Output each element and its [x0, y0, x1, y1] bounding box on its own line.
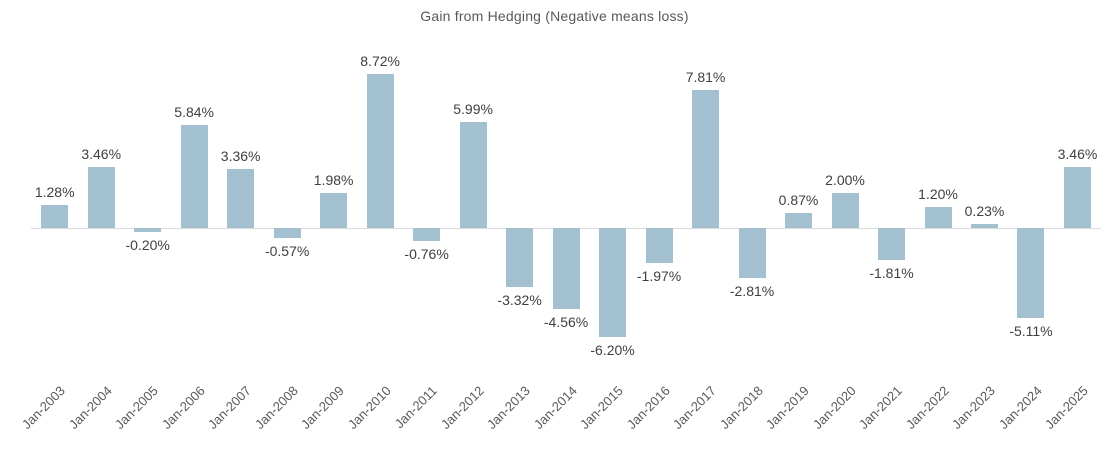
data-label-jan-2006: 5.84% — [174, 103, 214, 120]
x-tick-label-jan-2003: Jan-2003 — [19, 383, 69, 432]
bar-jan-2020 — [831, 192, 859, 228]
bar-jan-2014 — [552, 228, 580, 309]
x-tick-label-jan-2006: Jan-2006 — [158, 383, 208, 432]
x-tick-label-jan-2004: Jan-2004 — [65, 383, 115, 432]
data-label-jan-2014: -4.56% — [543, 313, 589, 330]
data-label-jan-2004: 3.46% — [81, 145, 122, 162]
x-tick-label-jan-2017: Jan-2017 — [670, 383, 720, 432]
x-tick-label-jan-2014: Jan-2014 — [530, 383, 580, 432]
x-tick-label-jan-2012: Jan-2012 — [437, 383, 487, 432]
x-tick-label-jan-2020: Jan-2020 — [809, 383, 859, 432]
bar-jan-2009 — [320, 193, 348, 228]
bar-jan-2025 — [1063, 166, 1091, 228]
data-label-jan-2013: -3.32% — [497, 291, 542, 308]
x-tick-label-jan-2010: Jan-2010 — [344, 383, 394, 432]
bar-jan-2021 — [878, 228, 906, 260]
chart-title: Gain from Hedging (Negative means loss) — [420, 8, 689, 24]
data-label-jan-2008: -0.57% — [264, 243, 310, 260]
bar-jan-2011 — [413, 228, 441, 242]
data-label-jan-2009: 1.98% — [313, 172, 354, 189]
data-label-jan-2010: 8.72% — [360, 53, 400, 69]
x-tick-label-jan-2025: Jan-2025 — [1042, 383, 1092, 432]
bar-jan-2007 — [227, 168, 255, 228]
data-label-jan-2012: 5.99% — [453, 101, 493, 118]
x-tick-label-jan-2018: Jan-2018 — [716, 383, 766, 432]
bar-jan-2013 — [506, 228, 534, 287]
bar-jan-2005 — [134, 228, 162, 232]
x-tick-label-jan-2005: Jan-2005 — [112, 383, 162, 432]
data-label-jan-2011: -0.76% — [404, 246, 449, 263]
data-label-jan-2017: 7.81% — [685, 69, 726, 86]
bar-jan-2016 — [645, 228, 673, 263]
data-label-jan-2007: 3.36% — [220, 147, 261, 164]
data-label-jan-2024: -5.11% — [1009, 323, 1053, 340]
bar-jan-2006 — [180, 124, 208, 228]
bar-jan-2022 — [924, 206, 952, 228]
data-label-jan-2022: 1.20% — [918, 185, 958, 202]
data-label-jan-2015: -6.20% — [590, 342, 635, 359]
bar-jan-2019 — [785, 212, 813, 228]
data-label-jan-2020: 2.00% — [825, 171, 865, 188]
data-label-jan-2025: 3.46% — [1057, 145, 1098, 162]
data-label-jan-2019: 0.87% — [778, 191, 819, 208]
bar-jan-2003 — [41, 205, 69, 228]
data-label-jan-2021: -1.81% — [869, 264, 914, 281]
x-tick-label-jan-2016: Jan-2016 — [623, 383, 673, 432]
bar-jan-2008 — [273, 228, 301, 239]
data-label-jan-2018: -2.81% — [729, 282, 775, 299]
bar-jan-2010 — [366, 74, 394, 228]
x-tick-label-jan-2009: Jan-2009 — [298, 383, 348, 432]
x-tick-label-jan-2015: Jan-2015 — [577, 383, 627, 432]
x-tick-label-jan-2021: Jan-2021 — [856, 383, 906, 432]
x-tick-label-jan-2022: Jan-2022 — [902, 383, 952, 432]
x-tick-label-jan-2008: Jan-2008 — [251, 383, 301, 432]
data-label-jan-2003: 1.28% — [34, 184, 75, 201]
data-label-jan-2005: -0.20% — [125, 236, 170, 253]
data-label-jan-2023: 0.23% — [964, 202, 1005, 219]
bar-jan-2012 — [459, 122, 487, 228]
x-tick-label-jan-2011: Jan-2011 — [391, 383, 441, 432]
x-tick-label-jan-2007: Jan-2007 — [205, 383, 255, 432]
data-label-jan-2016: -1.97% — [636, 267, 682, 284]
x-tick-label-jan-2023: Jan-2023 — [949, 383, 999, 432]
bar-jan-2018 — [738, 228, 766, 278]
bar-jan-2017 — [692, 90, 720, 228]
bar-jan-2015 — [599, 228, 627, 338]
x-tick-label-jan-2013: Jan-2013 — [484, 383, 534, 432]
x-tick-label-jan-2024: Jan-2024 — [995, 383, 1045, 432]
bar-jan-2004 — [87, 166, 115, 228]
bar-jan-2023 — [971, 223, 998, 228]
x-tick-label-jan-2019: Jan-2019 — [763, 383, 813, 432]
bar-jan-2024 — [1017, 228, 1045, 319]
